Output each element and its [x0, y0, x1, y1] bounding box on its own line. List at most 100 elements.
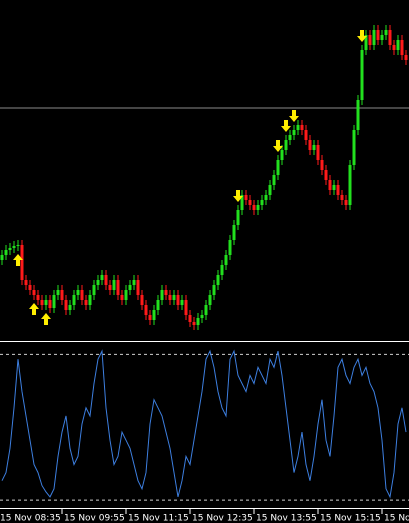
candle-body	[372, 30, 376, 45]
candle-body	[152, 310, 156, 320]
candle-body	[28, 285, 32, 290]
x-tick-label: 15 Nov 12:35	[192, 514, 253, 523]
candle-body	[220, 265, 224, 275]
candle-body	[316, 145, 320, 160]
candle-body	[144, 305, 148, 315]
x-tick-label: 15 Nov 15:15	[320, 514, 381, 523]
candle-body	[308, 140, 312, 150]
candle-body	[68, 305, 72, 310]
candle-body	[392, 45, 396, 50]
candle-body	[368, 35, 372, 45]
candle-body	[136, 280, 140, 295]
candle-body	[296, 125, 300, 130]
candle-body	[404, 55, 408, 60]
candle-body	[16, 245, 20, 246]
candle-body	[332, 185, 336, 190]
candle-body	[176, 295, 180, 305]
candle-body	[272, 175, 276, 185]
candle-body	[12, 246, 16, 248]
candle-body	[112, 280, 116, 290]
candle-body	[216, 275, 220, 285]
candle-body	[56, 290, 60, 295]
candle-body	[232, 225, 236, 240]
candle-body	[128, 285, 132, 290]
candle-body	[340, 195, 344, 200]
candle-body	[376, 30, 380, 40]
candle-body	[156, 300, 160, 310]
candle-body	[312, 145, 316, 150]
candle-body	[320, 160, 324, 170]
candle-body	[264, 195, 268, 200]
candle-body	[388, 30, 392, 45]
candle-body	[200, 315, 204, 318]
candle-body	[4, 250, 8, 255]
candle-body	[224, 255, 228, 265]
candle-body	[24, 280, 28, 285]
candle-body	[328, 180, 332, 190]
candle-body	[364, 35, 368, 50]
candle-body	[288, 135, 292, 140]
candle-body	[360, 50, 364, 100]
candle-body	[100, 275, 104, 280]
candle-body	[356, 100, 360, 130]
candle-body	[0, 255, 4, 260]
candle-body	[60, 290, 64, 300]
candle-body	[208, 295, 212, 305]
candle-body	[20, 245, 24, 280]
candle-body	[212, 285, 216, 295]
candle-body	[92, 285, 96, 295]
candle-body	[44, 300, 48, 305]
sell-arrow	[233, 190, 243, 202]
sell-arrow	[289, 110, 299, 122]
candle-body	[400, 40, 404, 55]
oscillator-line	[1, 349, 407, 499]
candle-body	[284, 140, 288, 150]
candle-body	[228, 240, 232, 255]
candle-body	[300, 125, 304, 130]
candle-body	[244, 195, 248, 200]
candle-body	[64, 300, 68, 310]
candle-body	[344, 200, 348, 205]
candle-body	[120, 295, 124, 300]
candle-body	[80, 290, 84, 300]
buy-arrow	[29, 303, 39, 315]
candle-body	[380, 35, 384, 40]
sell-arrow	[357, 30, 367, 42]
candle-body	[72, 295, 76, 305]
candle-body	[204, 305, 208, 315]
candle-body	[8, 248, 12, 250]
candle-body	[132, 280, 136, 285]
candle-body	[280, 150, 284, 160]
x-tick-label: 15 Nov 09:55	[64, 514, 125, 523]
candle-body	[40, 300, 44, 305]
candle-body	[384, 30, 388, 35]
candle-body	[252, 205, 256, 210]
candle-body	[336, 185, 340, 195]
candle-body	[292, 130, 296, 135]
candle-body	[116, 280, 120, 295]
candle-body	[324, 170, 328, 180]
candle-body	[148, 315, 152, 320]
candle-body	[52, 295, 56, 308]
candle-body	[168, 295, 172, 300]
x-tick-label: 15 Nov 16:35	[384, 514, 409, 523]
candle-body	[256, 205, 260, 210]
candle-body	[304, 130, 308, 140]
candle-body	[108, 285, 112, 290]
candle-body	[76, 290, 80, 295]
candle-body	[180, 300, 184, 305]
candle-body	[276, 160, 280, 175]
candle-body	[164, 290, 168, 295]
candle-body	[348, 165, 352, 205]
candle-body	[236, 210, 240, 225]
candle-body	[48, 300, 52, 308]
candle-body	[240, 195, 244, 210]
candle-body	[260, 200, 264, 205]
x-tick-label: 15 Nov 08:35	[0, 514, 61, 523]
sell-arrow	[281, 120, 291, 132]
candle-body	[192, 322, 196, 325]
candle-body	[32, 290, 36, 295]
candle-body	[248, 200, 252, 205]
buy-arrow	[41, 313, 51, 325]
